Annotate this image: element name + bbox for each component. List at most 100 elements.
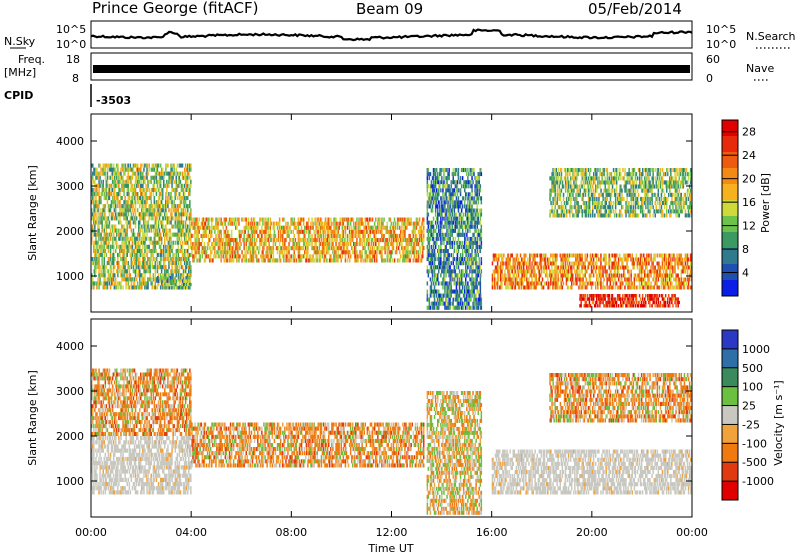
heatmap-cell bbox=[413, 242, 416, 247]
heatmap-cell bbox=[294, 238, 297, 243]
heatmap-cell bbox=[290, 246, 292, 251]
heatmap-cell bbox=[210, 258, 212, 263]
heatmap-cell bbox=[142, 257, 144, 262]
heatmap-cell bbox=[117, 204, 119, 209]
heatmap-cell bbox=[132, 285, 135, 290]
heatmap-cell bbox=[173, 163, 175, 168]
heatmap-cell bbox=[125, 244, 127, 249]
heatmap-cell bbox=[171, 212, 173, 217]
heatmap-cell bbox=[180, 257, 183, 262]
heatmap-cell bbox=[114, 196, 116, 201]
heatmap-cell bbox=[363, 233, 365, 238]
heatmap-cell bbox=[98, 273, 100, 278]
heatmap-cell bbox=[337, 225, 339, 230]
heatmap-cell bbox=[134, 224, 137, 229]
heatmap-cell bbox=[472, 281, 474, 286]
heatmap-cell bbox=[535, 261, 537, 266]
heatmap-cell bbox=[335, 246, 337, 251]
heatmap-cell bbox=[449, 265, 451, 270]
heatmap-cell bbox=[306, 225, 308, 230]
heatmap-cell bbox=[104, 265, 107, 270]
heatmap-cell bbox=[230, 258, 233, 263]
heatmap-cell bbox=[98, 261, 100, 266]
heatmap-cell bbox=[166, 248, 168, 253]
heatmap-cell bbox=[136, 240, 139, 245]
heatmap-cell bbox=[531, 281, 533, 286]
heatmap-cell bbox=[133, 240, 136, 245]
heatmap-cell bbox=[459, 261, 462, 266]
heatmap-cell bbox=[389, 229, 392, 234]
heatmap-cell bbox=[285, 238, 287, 243]
heatmap-cell bbox=[176, 183, 179, 188]
heatmap-cell bbox=[119, 200, 121, 205]
heatmap-cell bbox=[100, 216, 102, 221]
heatmap-cell bbox=[142, 208, 144, 213]
heatmap-cell bbox=[217, 225, 219, 230]
heatmap-cell bbox=[322, 229, 325, 234]
heatmap-cell bbox=[348, 233, 351, 238]
heatmap-cell bbox=[435, 192, 438, 197]
heatmap-cell bbox=[453, 172, 456, 177]
heatmap-cell bbox=[394, 238, 397, 243]
heatmap-cell bbox=[320, 225, 323, 230]
heatmap-cell bbox=[475, 293, 477, 298]
heatmap-cell bbox=[164, 265, 166, 270]
heatmap-cell bbox=[122, 163, 124, 168]
heatmap-cell bbox=[493, 269, 496, 274]
heatmap-cell bbox=[107, 257, 110, 262]
heatmap-cell bbox=[143, 208, 145, 213]
heatmap-cell bbox=[550, 261, 552, 266]
heatmap-cell bbox=[185, 273, 188, 278]
heatmap-cell bbox=[439, 200, 441, 205]
heatmap-cell bbox=[130, 183, 133, 188]
heatmap-cell bbox=[133, 248, 136, 253]
heatmap-cell bbox=[142, 240, 144, 245]
heatmap-cell bbox=[189, 187, 191, 192]
heatmap-cell bbox=[158, 232, 161, 237]
heatmap-cell bbox=[479, 285, 482, 290]
heatmap-cell bbox=[471, 285, 473, 290]
heatmap-cell bbox=[459, 212, 462, 217]
heatmap-cell bbox=[223, 217, 225, 222]
heatmap-cell bbox=[207, 221, 210, 226]
heatmap-cell bbox=[187, 240, 189, 245]
heatmap-cell bbox=[454, 212, 457, 217]
heatmap-cell bbox=[273, 225, 276, 230]
heatmap-cell bbox=[131, 208, 134, 213]
heatmap-cell bbox=[444, 216, 446, 221]
heatmap-cell bbox=[433, 253, 436, 258]
heatmap-cell bbox=[171, 175, 173, 180]
heatmap-cell bbox=[331, 233, 333, 238]
heatmap-cell bbox=[456, 192, 459, 197]
heatmap-cell bbox=[176, 240, 179, 245]
heatmap-cell bbox=[172, 240, 174, 245]
heatmap-cell bbox=[472, 212, 474, 217]
heatmap-cell bbox=[383, 225, 385, 230]
heatmap-cell bbox=[145, 196, 147, 201]
heatmap-cell bbox=[473, 196, 475, 201]
heatmap-cell bbox=[125, 269, 127, 274]
heatmap-cell bbox=[135, 175, 138, 180]
heatmap-cell bbox=[377, 225, 379, 230]
heatmap-cell bbox=[432, 184, 435, 189]
heatmap-cell bbox=[155, 216, 158, 221]
heatmap-cell bbox=[292, 238, 294, 243]
heatmap-cell bbox=[141, 265, 143, 270]
heatmap-cell bbox=[197, 225, 199, 230]
heatmap-cell bbox=[182, 232, 185, 237]
heatmap-cell bbox=[168, 261, 170, 266]
heatmap-cell bbox=[432, 289, 435, 294]
heatmap-cell bbox=[432, 228, 435, 233]
heatmap-cell bbox=[386, 221, 388, 226]
heatmap-cell bbox=[149, 208, 151, 213]
heatmap-cell bbox=[218, 254, 220, 259]
heatmap-cell bbox=[169, 196, 171, 201]
heatmap-cell bbox=[145, 281, 147, 286]
heatmap-cell bbox=[534, 277, 536, 282]
heatmap-cell bbox=[325, 225, 328, 230]
heatmap-cell bbox=[121, 163, 123, 168]
heatmap-cell bbox=[458, 232, 461, 237]
heatmap-cell bbox=[203, 258, 206, 263]
heatmap-cell bbox=[123, 273, 125, 278]
heatmap-cell bbox=[539, 261, 542, 266]
